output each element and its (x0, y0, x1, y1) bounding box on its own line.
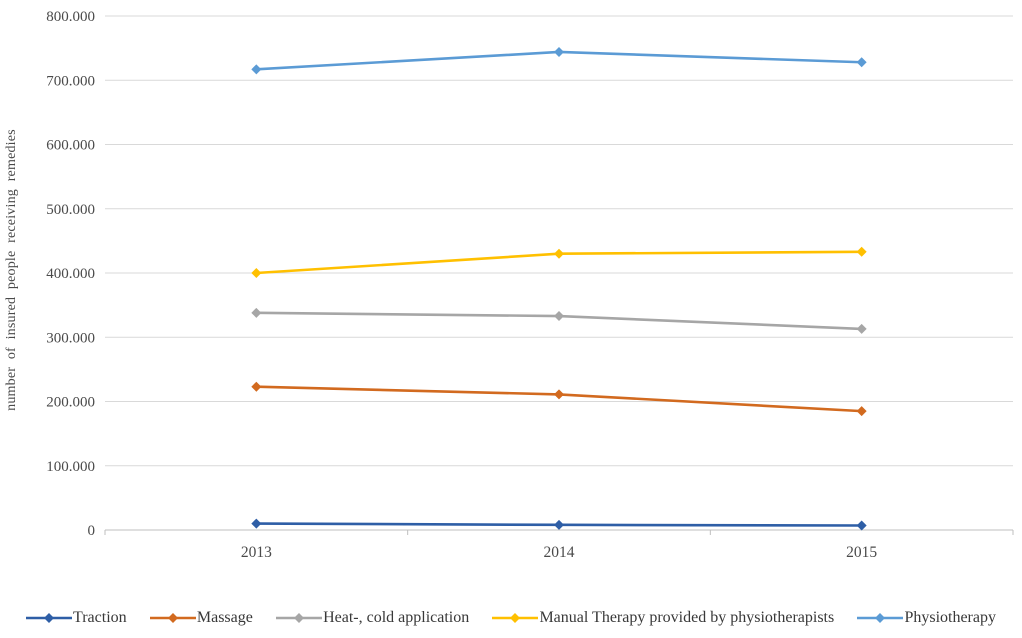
legend-label: Heat-, cold application (323, 609, 470, 626)
legend-item-manual-therapy-provided-by-physiotherapists: Manual Therapy provided by physiotherapi… (492, 609, 834, 627)
data-point-marker (856, 406, 867, 417)
data-point-marker (554, 46, 564, 57)
data-point-marker (856, 246, 867, 257)
legend-item-massage: Massage (149, 609, 253, 627)
data-point-marker (856, 323, 867, 334)
x-tick-label: 2013 (241, 544, 272, 561)
data-point-marker (554, 248, 564, 259)
legend-line-marker-icon (492, 613, 539, 623)
y-tick-label: 0 (88, 523, 96, 539)
legend-item-physiotherapy: Physiotherapy (857, 609, 996, 627)
data-point-marker (251, 64, 262, 75)
data-point-marker (251, 381, 262, 392)
data-point-marker (554, 519, 564, 530)
y-tick-label: 100.000 (46, 459, 95, 475)
y-tick-label: 300.000 (46, 330, 95, 346)
x-tick-label: 2015 (846, 544, 877, 561)
y-tick-label: 700.000 (46, 73, 95, 89)
data-point-marker (856, 57, 867, 68)
legend-line-marker-icon (26, 613, 72, 623)
legend-label: Manual Therapy provided by physiotherapi… (539, 609, 835, 626)
data-point-marker (251, 307, 262, 318)
line-chart-plot: 0 100.000 200.000 300.000 400.000 500.000 600.… (46, 9, 1014, 561)
legend-label: Massage (196, 609, 253, 626)
y-tick-label: 400.000 (46, 266, 95, 282)
chart-legend: Traction Massage Heat-, cold application Ma… (0, 601, 1022, 635)
legend-line-marker-icon (276, 613, 323, 623)
data-point-marker (554, 311, 564, 322)
legend-item-traction: Traction (26, 609, 127, 627)
legend-label: Traction (73, 609, 127, 626)
legend-line-marker-icon (149, 613, 196, 623)
y-tick-label: 800.000 (46, 9, 95, 25)
legend-line-marker-icon (857, 613, 904, 623)
data-point-marker (554, 389, 564, 400)
y-tick-label: 600.000 (46, 138, 95, 154)
y-tick-label: 500.000 (46, 202, 95, 218)
data-point-marker (251, 518, 262, 529)
y-tick-label: 200.000 (46, 395, 95, 411)
legend-label: Physiotherapy (904, 609, 996, 626)
data-point-marker (251, 268, 262, 278)
legend-item-heat-cold-application: Heat-, cold application (276, 609, 469, 627)
x-tick-label: 2014 (544, 544, 575, 561)
data-point-marker (856, 520, 867, 531)
